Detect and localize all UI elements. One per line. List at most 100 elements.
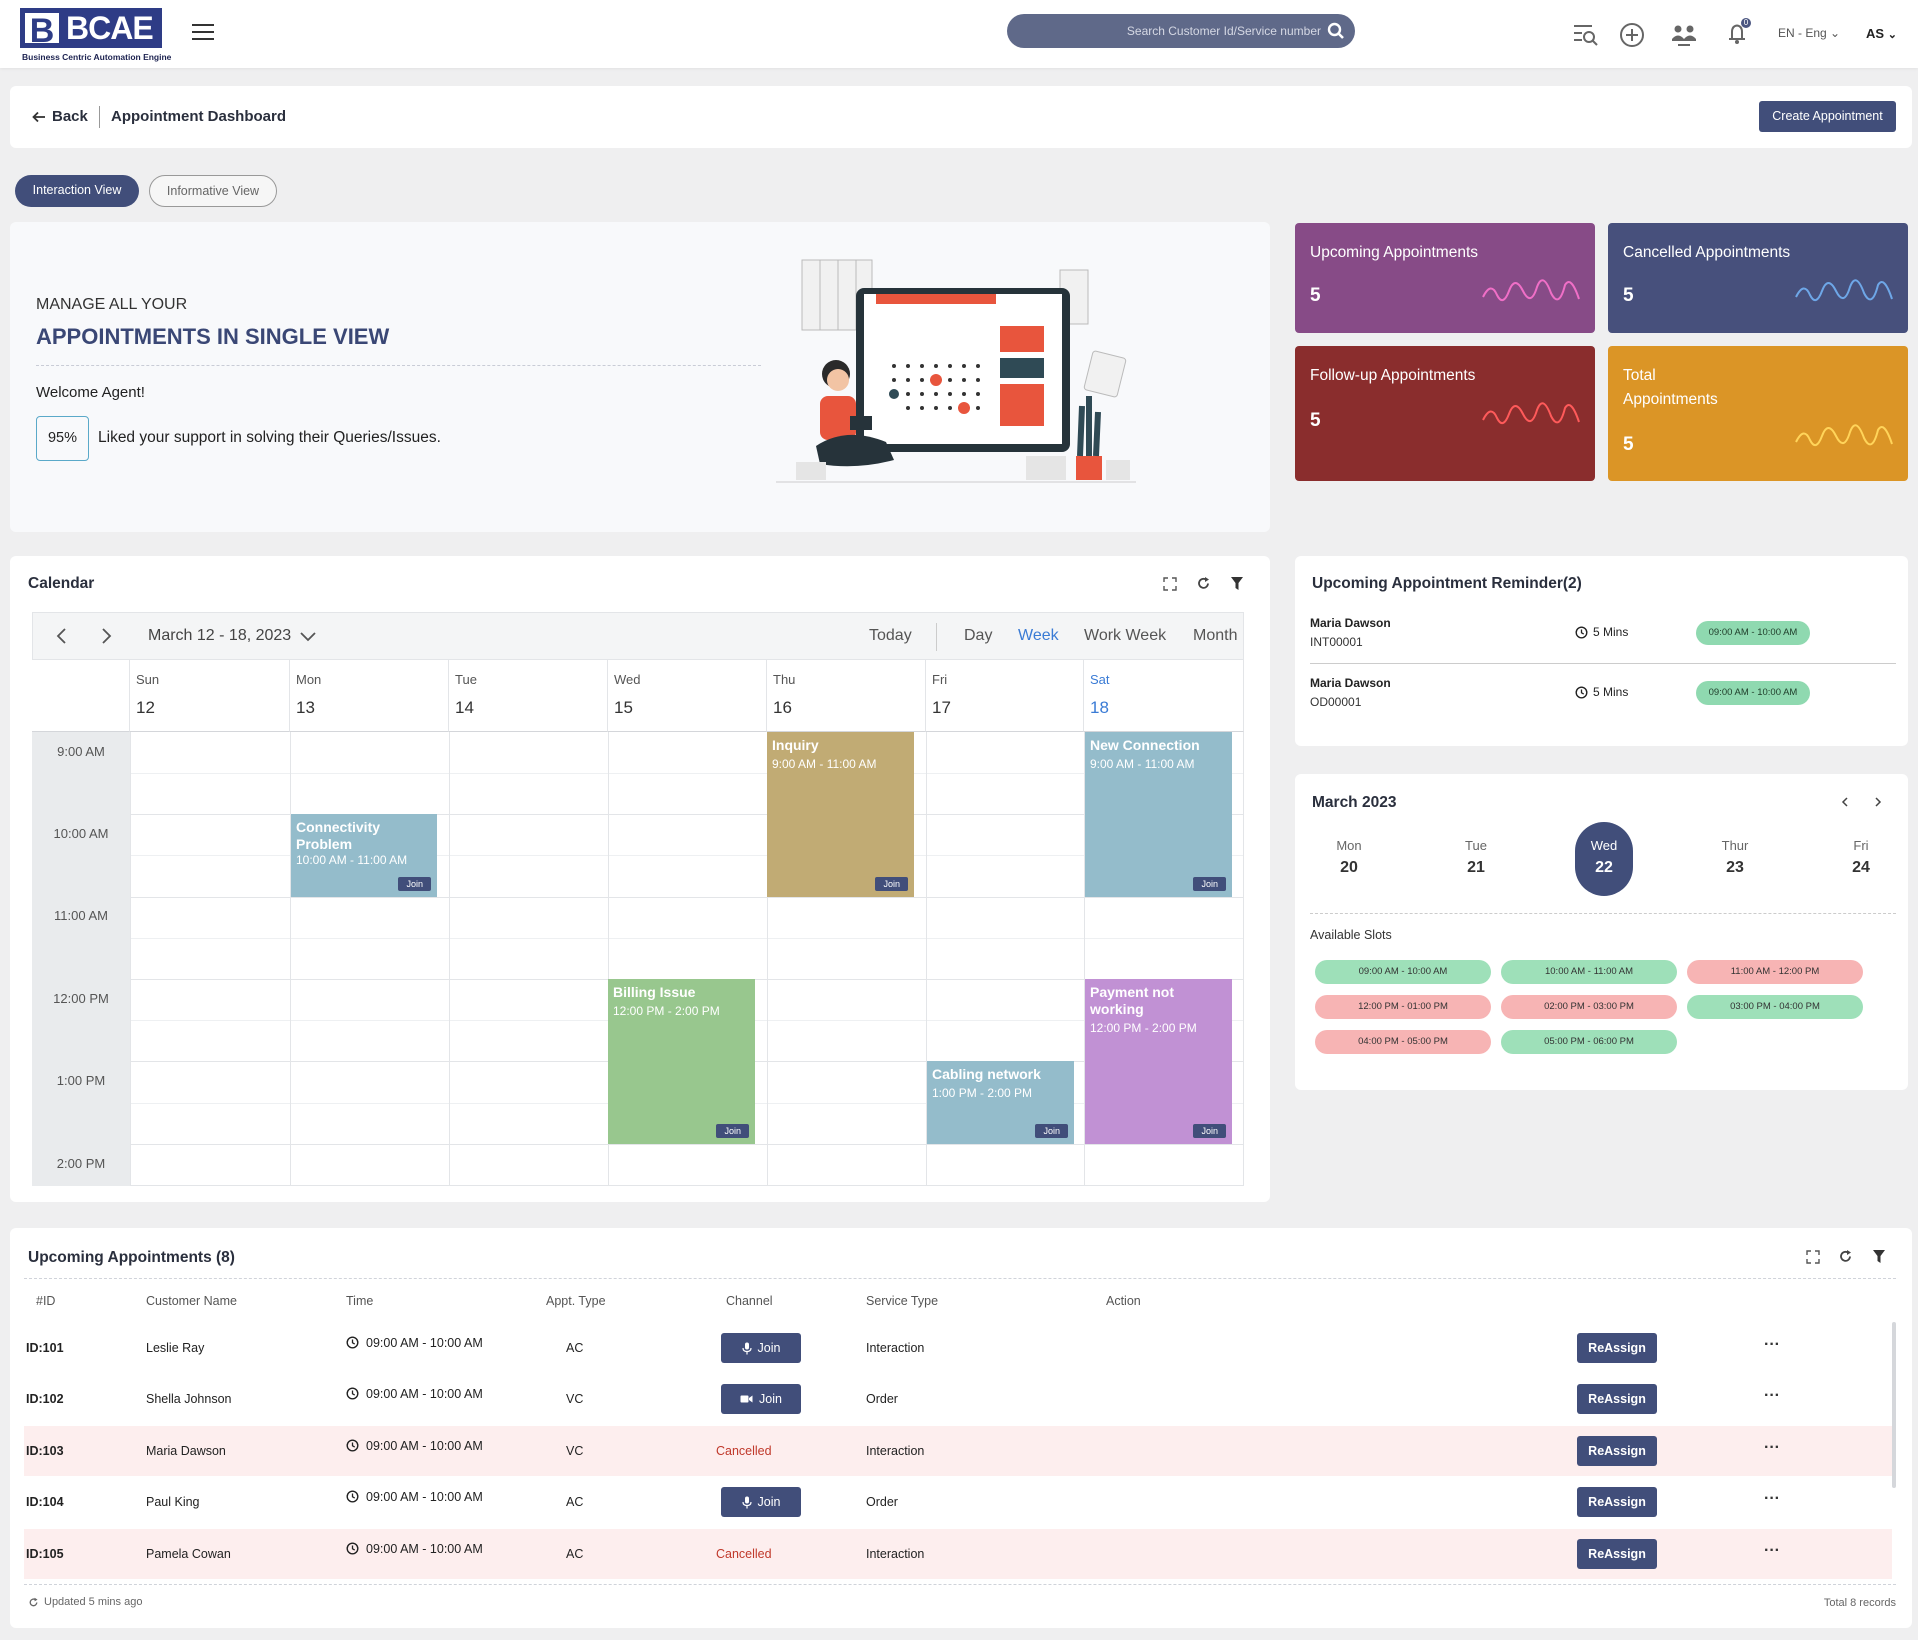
slot-available[interactable]: 09:00 AM - 10:00 AM (1315, 960, 1491, 984)
slot-available[interactable]: 03:00 PM - 04:00 PM (1687, 995, 1863, 1019)
calendar-event[interactable]: Payment not working 12:00 PM - 2:00 PM J… (1085, 979, 1232, 1144)
search-icon[interactable] (1327, 22, 1345, 40)
grid-line (290, 732, 291, 1186)
chevron-left-icon[interactable] (55, 627, 69, 645)
view-day[interactable]: Day (964, 627, 993, 644)
calendar-event[interactable]: Inquiry 9:00 AM - 11:00 AM Join (767, 732, 914, 897)
join-button[interactable]: Join (875, 877, 908, 891)
event-title: Billing Issue (613, 984, 696, 1000)
slot-booked[interactable]: 02:00 PM - 03:00 PM (1501, 995, 1677, 1019)
tab-interaction-view[interactable]: Interaction View (15, 175, 139, 207)
reassign-button[interactable]: ReAssign (1577, 1384, 1657, 1414)
stat-upcoming[interactable]: Upcoming Appointments 5 (1295, 223, 1595, 333)
join-video-button[interactable]: Join (721, 1384, 801, 1414)
grid-line (130, 855, 1244, 856)
reassign-button[interactable]: ReAssign (1577, 1539, 1657, 1569)
top-bar: B BCAE Business Centric Automation Engin… (0, 0, 1918, 68)
filter-icon[interactable] (1872, 1249, 1886, 1264)
add-circle-icon[interactable] (1619, 22, 1645, 48)
day-name: Tue (455, 672, 477, 687)
event-title: Payment not working (1090, 984, 1175, 1017)
tab-informative-view[interactable]: Informative View (149, 175, 277, 207)
reassign-button[interactable]: ReAssign (1577, 1333, 1657, 1363)
filter-icon[interactable] (1230, 576, 1244, 591)
join-label: Join (759, 1392, 782, 1406)
slot-booked[interactable]: 12:00 PM - 01:00 PM (1315, 995, 1491, 1019)
search-list-icon[interactable] (1572, 22, 1600, 48)
language-select[interactable]: EN - Eng ⌄ (1778, 26, 1840, 40)
view-week[interactable]: Week (1018, 627, 1059, 644)
slot-available[interactable]: 10:00 AM - 11:00 AM (1501, 960, 1677, 984)
create-appointment-button[interactable]: Create Appointment (1759, 101, 1896, 132)
user-menu[interactable]: AS ⌄ (1866, 26, 1897, 41)
search-input[interactable]: Search Customer Id/Service number (1007, 14, 1355, 48)
mini-day[interactable]: Tue 21 (1446, 838, 1506, 877)
chevron-right-icon[interactable] (99, 627, 113, 645)
more-icon[interactable]: ··· (1764, 1490, 1780, 1507)
calendar-event[interactable]: Connectivity Problem 10:00 AM - 11:00 AM… (291, 814, 437, 897)
view-today[interactable]: Today (869, 627, 912, 644)
event-time: 9:00 AM - 11:00 AM (772, 757, 877, 771)
more-icon[interactable]: ··· (1764, 1387, 1780, 1404)
event-time: 1:00 PM - 2:00 PM (932, 1086, 1033, 1100)
bell-icon[interactable] (1724, 18, 1752, 46)
date-range[interactable]: March 12 - 18, 2023 (148, 627, 291, 645)
logo[interactable]: B BCAE (20, 8, 162, 49)
expand-icon[interactable] (1163, 577, 1177, 591)
stat-label: Cancelled Appointments (1623, 244, 1791, 261)
reassign-button[interactable]: ReAssign (1577, 1487, 1657, 1517)
refresh-icon[interactable] (1196, 576, 1211, 591)
chevron-left-icon[interactable] (1840, 796, 1850, 808)
expand-icon[interactable] (1806, 1250, 1820, 1264)
slot-booked[interactable]: 11:00 AM - 12:00 PM (1687, 960, 1863, 984)
mini-day[interactable]: Thur 23 (1705, 838, 1765, 877)
view-work-week[interactable]: Work Week (1084, 627, 1167, 644)
day-name: Fri (932, 672, 948, 687)
view-month[interactable]: Month (1193, 627, 1238, 644)
stat-total[interactable]: Total Appointments 5 (1608, 346, 1908, 481)
slot-available[interactable]: 05:00 PM - 06:00 PM (1501, 1030, 1677, 1054)
stat-followup[interactable]: Follow-up Appointments 5 (1295, 346, 1595, 481)
scrollbar[interactable] (1892, 1322, 1896, 1488)
day-name: Sun (136, 672, 160, 687)
slots-label: Available Slots (1310, 928, 1392, 942)
users-icon[interactable] (1670, 22, 1698, 48)
join-button[interactable]: Join (398, 877, 431, 891)
slot-booked[interactable]: 04:00 PM - 05:00 PM (1315, 1030, 1491, 1054)
time-label: 10:00 AM (53, 826, 109, 841)
back-button[interactable]: Back (32, 108, 88, 125)
calendar-event[interactable]: Cabling network 1:00 PM - 2:00 PM Join (927, 1061, 1074, 1144)
satisfaction-percent: 95% (36, 416, 89, 461)
calendar-event[interactable]: New Connection 9:00 AM - 11:00 AM Join (1085, 732, 1232, 897)
refresh-icon[interactable] (1838, 1249, 1853, 1264)
join-audio-button[interactable]: Join (721, 1333, 801, 1363)
event-title: Inquiry (772, 737, 819, 753)
stat-value: 5 (1310, 285, 1321, 306)
join-button[interactable]: Join (1035, 1124, 1068, 1138)
more-icon[interactable]: ··· (1764, 1336, 1780, 1353)
grid-line (130, 938, 1244, 939)
stat-cancelled[interactable]: Cancelled Appointments 5 (1608, 223, 1908, 333)
join-button[interactable]: Join (716, 1124, 749, 1138)
day-date: 18 (1090, 698, 1109, 717)
menu-icon[interactable] (192, 24, 214, 42)
event-time: 12:00 PM - 2:00 PM (613, 1004, 720, 1018)
notification-count: 0 (1743, 18, 1749, 27)
user-initials: AS (1866, 26, 1885, 41)
month-title: March 2023 (1312, 794, 1397, 811)
chevron-right-icon[interactable] (1873, 796, 1883, 808)
join-button[interactable]: Join (1193, 877, 1226, 891)
stat-label: Total Appointments (1623, 367, 1718, 408)
reassign-button[interactable]: ReAssign (1577, 1436, 1657, 1466)
chevron-down-icon[interactable] (299, 631, 317, 643)
more-icon[interactable]: ··· (1764, 1439, 1780, 1456)
mini-day[interactable]: Mon 20 (1319, 838, 1379, 877)
join-audio-button[interactable]: Join (721, 1487, 801, 1517)
join-button[interactable]: Join (1193, 1124, 1226, 1138)
calendar-event[interactable]: Billing Issue 12:00 PM - 2:00 PM Join (608, 979, 755, 1144)
mini-day[interactable]: Fri 24 (1831, 838, 1891, 877)
more-icon[interactable]: ··· (1764, 1542, 1780, 1559)
mini-day-selected[interactable]: Wed 22 (1574, 838, 1634, 877)
day-date: 13 (296, 698, 315, 717)
column-header: Action (1106, 1294, 1141, 1308)
